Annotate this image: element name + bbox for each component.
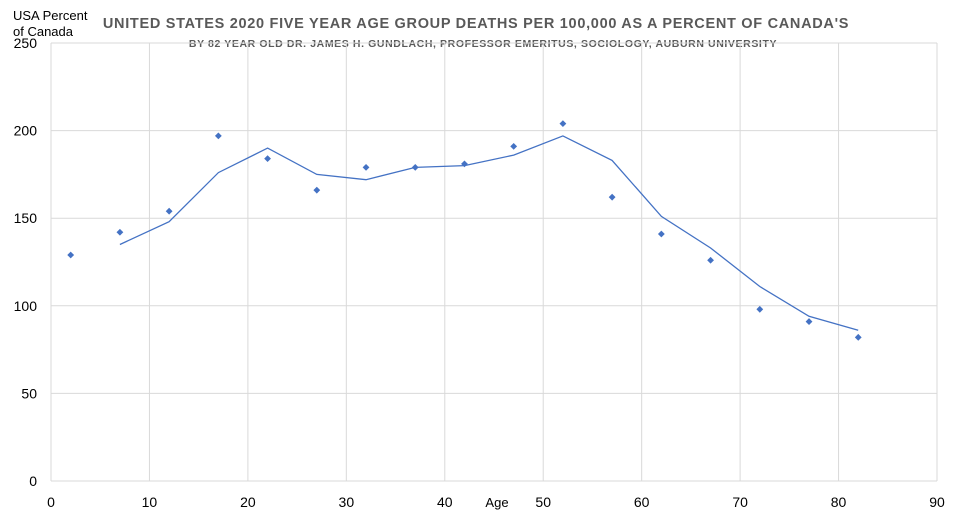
data-point (116, 228, 124, 236)
y-tick-label: 200 (14, 123, 38, 139)
y-tick-label: 150 (14, 210, 38, 226)
x-tick-label: 70 (732, 494, 748, 510)
y-tick-label: 100 (14, 298, 38, 314)
chart-subtitle: BY 82 YEAR OLD DR. JAMES H. GUNDLACH, PR… (189, 38, 777, 50)
data-point (756, 305, 764, 313)
y-tick-label: 50 (21, 385, 37, 401)
x-tick-label: 10 (142, 494, 158, 510)
x-tick-label: 30 (339, 494, 355, 510)
data-point (165, 207, 173, 215)
tick-labels: 0 10 20 30 40 50 60 70 80 90 0 50 100 150 200 250 (14, 35, 945, 510)
data-point (214, 132, 222, 140)
data-point (707, 256, 714, 264)
x-tick-label: 80 (831, 494, 847, 510)
data-point (854, 333, 862, 341)
data-point (67, 251, 75, 259)
data-point (264, 155, 271, 163)
x-axis-label: Age (485, 495, 508, 510)
data-point (805, 318, 813, 325)
data-point (411, 163, 419, 171)
data-point (559, 120, 567, 127)
x-tick-label: 90 (929, 494, 945, 510)
x-tick-label: 20 (240, 494, 256, 510)
data-series (67, 120, 862, 341)
y-axis-label-line2: of Canada (13, 24, 74, 39)
data-point (657, 230, 665, 238)
chart-title: UNITED STATES 2020 FIVE YEAR AGE GROUP D… (103, 16, 849, 32)
data-point (461, 160, 468, 168)
x-tick-label: 60 (634, 494, 650, 510)
trend-line (119, 135, 859, 331)
y-tick-label: 250 (14, 35, 38, 51)
data-point (313, 186, 321, 194)
y-axis-label-line1: USA Percent (13, 8, 88, 23)
x-tick-label: 50 (535, 494, 551, 510)
x-tick-label: 0 (47, 494, 55, 510)
data-point (510, 142, 518, 150)
data-point (608, 193, 616, 201)
gridlines (50, 42, 938, 482)
data-point (362, 163, 370, 171)
y-tick-label: 0 (29, 473, 37, 489)
x-tick-label: 40 (437, 494, 453, 510)
